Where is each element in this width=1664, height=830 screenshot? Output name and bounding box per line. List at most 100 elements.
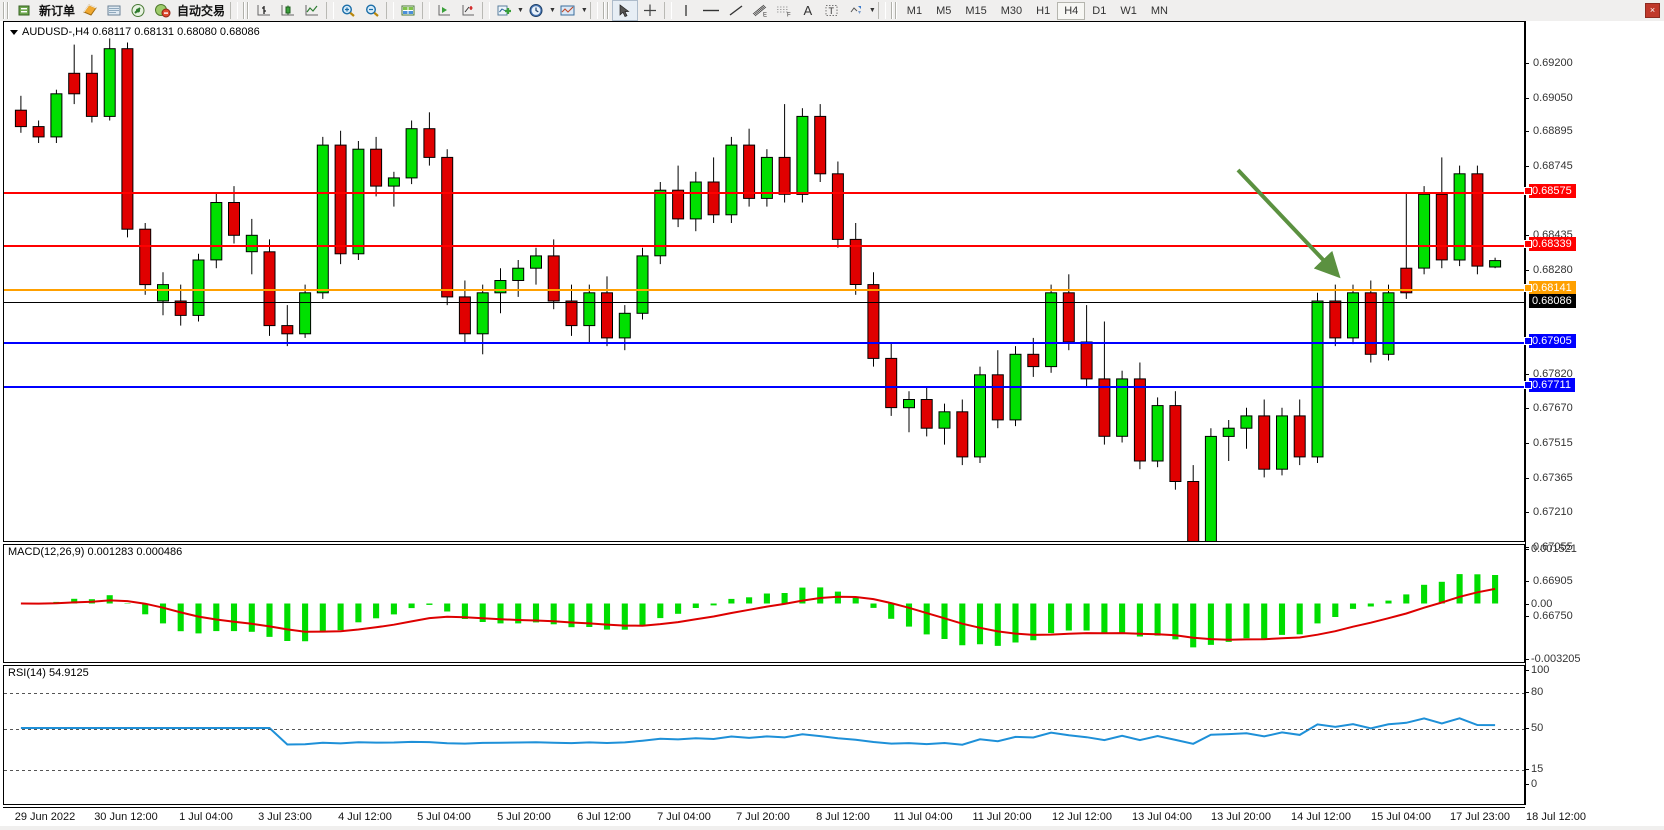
price-label-current-price[interactable]: 0.68086 bbox=[1529, 294, 1576, 308]
vertical-line-icon[interactable] bbox=[674, 1, 698, 20]
timeframe-mn[interactable]: MN bbox=[1150, 4, 1168, 17]
indicators-icon[interactable] bbox=[492, 1, 516, 20]
zoom-out-icon[interactable] bbox=[360, 1, 384, 20]
level-line-resistance-2[interactable] bbox=[4, 245, 1524, 247]
level-handle-support-2[interactable] bbox=[1524, 381, 1532, 389]
data-window-icon[interactable] bbox=[102, 1, 126, 20]
auto-scroll-icon[interactable] bbox=[432, 1, 456, 20]
macd-label: MACD(12,26,9) 0.001283 0.000486 bbox=[8, 546, 183, 558]
price-label-pivot[interactable]: 0.68141 bbox=[1529, 281, 1576, 295]
timeframe-h1[interactable]: H1 bbox=[1036, 4, 1051, 17]
axis-tick bbox=[1525, 374, 1529, 375]
level-line-current-price[interactable] bbox=[4, 302, 1524, 303]
axis-tick-label: 0.68895 bbox=[1533, 125, 1573, 137]
bar-chart-icon[interactable] bbox=[252, 1, 276, 20]
axis-tick bbox=[1525, 63, 1529, 64]
close-icon[interactable]: × bbox=[1645, 3, 1660, 18]
timeframe-m15[interactable]: M15 bbox=[965, 4, 987, 17]
level-line-support-2[interactable] bbox=[4, 386, 1524, 388]
timeframe-h4[interactable]: H4 bbox=[1057, 1, 1086, 20]
expert-advisors-icon[interactable] bbox=[78, 1, 102, 20]
level-line-resistance-1[interactable] bbox=[4, 192, 1524, 194]
time-axis-label: 29 Jun 2022 bbox=[14, 811, 76, 823]
text-icon[interactable]: A bbox=[803, 3, 813, 18]
axis-tick bbox=[1525, 692, 1529, 693]
level-handle-support-1[interactable] bbox=[1524, 337, 1532, 345]
line-chart-icon[interactable] bbox=[300, 1, 324, 20]
price-axis[interactable]: 0.69200 0.69050 0.68895 0.68745 0.68435 0.682… bbox=[1524, 21, 1664, 805]
collapse-triangle-icon[interactable] bbox=[10, 29, 18, 35]
timeframe-w1[interactable]: W1 bbox=[1120, 4, 1137, 17]
time-axis[interactable]: 29 Jun 2022 30 Jun 12:00 1 Jul 04:00 3 Jul … bbox=[3, 807, 1586, 830]
timeframe-m5[interactable]: M5 bbox=[936, 4, 952, 17]
text-label-icon[interactable]: T bbox=[820, 1, 844, 20]
templates-dropdown-caret[interactable]: ▼ bbox=[580, 7, 588, 14]
price-label-support-2[interactable]: 0.67711 bbox=[1529, 378, 1575, 392]
autotrading-label[interactable]: 自动交易 bbox=[177, 4, 226, 18]
svg-text:E: E bbox=[763, 13, 767, 19]
chart-area[interactable]: AUDUSD-,H4 0.68117 0.68131 0.68080 0.680… bbox=[0, 21, 1664, 830]
axis-tick bbox=[1525, 659, 1529, 660]
toolbar-separator-7 bbox=[663, 2, 672, 19]
toolbar-gripper-3[interactable] bbox=[602, 2, 609, 19]
shapes-icon[interactable] bbox=[844, 1, 868, 20]
time-axis-label: 5 Jul 04:00 bbox=[417, 811, 471, 823]
equidistant-channel-icon[interactable]: E bbox=[748, 1, 772, 20]
level-handle-pivot[interactable] bbox=[1524, 284, 1532, 292]
time-axis-label: 17 Jul 23:00 bbox=[1450, 811, 1510, 823]
cursor-icon[interactable] bbox=[611, 0, 638, 21]
toolbar-gripper-4[interactable] bbox=[890, 2, 897, 19]
rsi-pane[interactable]: RSI(14) 54.9125 bbox=[3, 665, 1525, 805]
level-handle-resistance-1[interactable] bbox=[1524, 187, 1532, 195]
axis-tick bbox=[1525, 408, 1529, 409]
axis-tick-label: 0.68280 bbox=[1533, 264, 1573, 276]
timeframe-m30[interactable]: M30 bbox=[1000, 4, 1023, 17]
axis-tick bbox=[1525, 547, 1529, 548]
price-pane[interactable]: AUDUSD-,H4 0.68117 0.68131 0.68080 0.680… bbox=[3, 21, 1525, 542]
main-toolbar: 新订单 自动交易 ▼ ▼ bbox=[0, 0, 1664, 22]
toolbar-gripper[interactable] bbox=[3, 2, 9, 19]
level-handle-resistance-2[interactable] bbox=[1524, 240, 1532, 248]
shapes-dropdown-caret[interactable]: ▼ bbox=[868, 7, 876, 14]
candlestick-chart-icon[interactable] bbox=[276, 1, 300, 20]
timeframe-m1[interactable]: M1 bbox=[906, 4, 923, 17]
price-label-resistance-1[interactable]: 0.68575 bbox=[1529, 184, 1576, 198]
toolbar-gripper-2[interactable] bbox=[243, 2, 250, 19]
axis-tick-label: 0.66905 bbox=[1533, 575, 1573, 587]
toolbar-separator-3 bbox=[386, 2, 395, 19]
svg-text:F: F bbox=[787, 13, 791, 19]
axis-tick-label: 50 bbox=[1531, 722, 1544, 734]
period-dropdown-caret[interactable]: ▼ bbox=[548, 7, 556, 14]
symbol-ohlc-text: AUDUSD-,H4 0.68117 0.68131 0.68080 0.680… bbox=[22, 26, 260, 38]
horizontal-scrollbar[interactable] bbox=[0, 826, 1664, 830]
axis-tick-label: 100 bbox=[1531, 664, 1550, 676]
macd-pane[interactable]: MACD(12,26,9) 0.001283 0.000486 bbox=[3, 544, 1525, 663]
period-icon[interactable] bbox=[524, 1, 548, 20]
price-label-support-1[interactable]: 0.67905 bbox=[1529, 334, 1576, 348]
axis-tick-label: 0.00 bbox=[1531, 598, 1553, 610]
axis-tick bbox=[1525, 769, 1529, 770]
level-line-pivot[interactable] bbox=[4, 289, 1524, 291]
time-axis-label: 3 Jul 23:00 bbox=[258, 811, 312, 823]
axis-tick-label: 0.67820 bbox=[1533, 368, 1573, 380]
zoom-in-icon[interactable] bbox=[336, 1, 360, 20]
fibonacci-icon[interactable]: F bbox=[772, 1, 796, 20]
new-order-label[interactable]: 新订单 bbox=[39, 4, 76, 18]
level-line-support-1[interactable] bbox=[4, 342, 1524, 344]
indicators-dropdown-caret[interactable]: ▼ bbox=[517, 7, 524, 14]
price-axis-line bbox=[1525, 21, 1526, 805]
axis-tick bbox=[1525, 728, 1529, 729]
axis-tick-label: 0 bbox=[1531, 778, 1538, 790]
new-order-icon[interactable] bbox=[12, 1, 36, 20]
crosshair-icon[interactable] bbox=[638, 1, 662, 20]
trendline-icon[interactable] bbox=[724, 1, 748, 20]
horizontal-line-icon[interactable] bbox=[698, 1, 724, 20]
chart-shift-icon[interactable] bbox=[456, 1, 480, 20]
timeframe-d1[interactable]: D1 bbox=[1092, 4, 1107, 17]
templates-icon[interactable] bbox=[556, 1, 580, 20]
rsi-level-80 bbox=[4, 693, 1524, 694]
navigator-icon[interactable] bbox=[126, 1, 150, 20]
price-label-resistance-2[interactable]: 0.68339 bbox=[1529, 237, 1576, 251]
autotrading-icon[interactable] bbox=[150, 1, 174, 20]
grid-icon[interactable] bbox=[396, 1, 420, 20]
